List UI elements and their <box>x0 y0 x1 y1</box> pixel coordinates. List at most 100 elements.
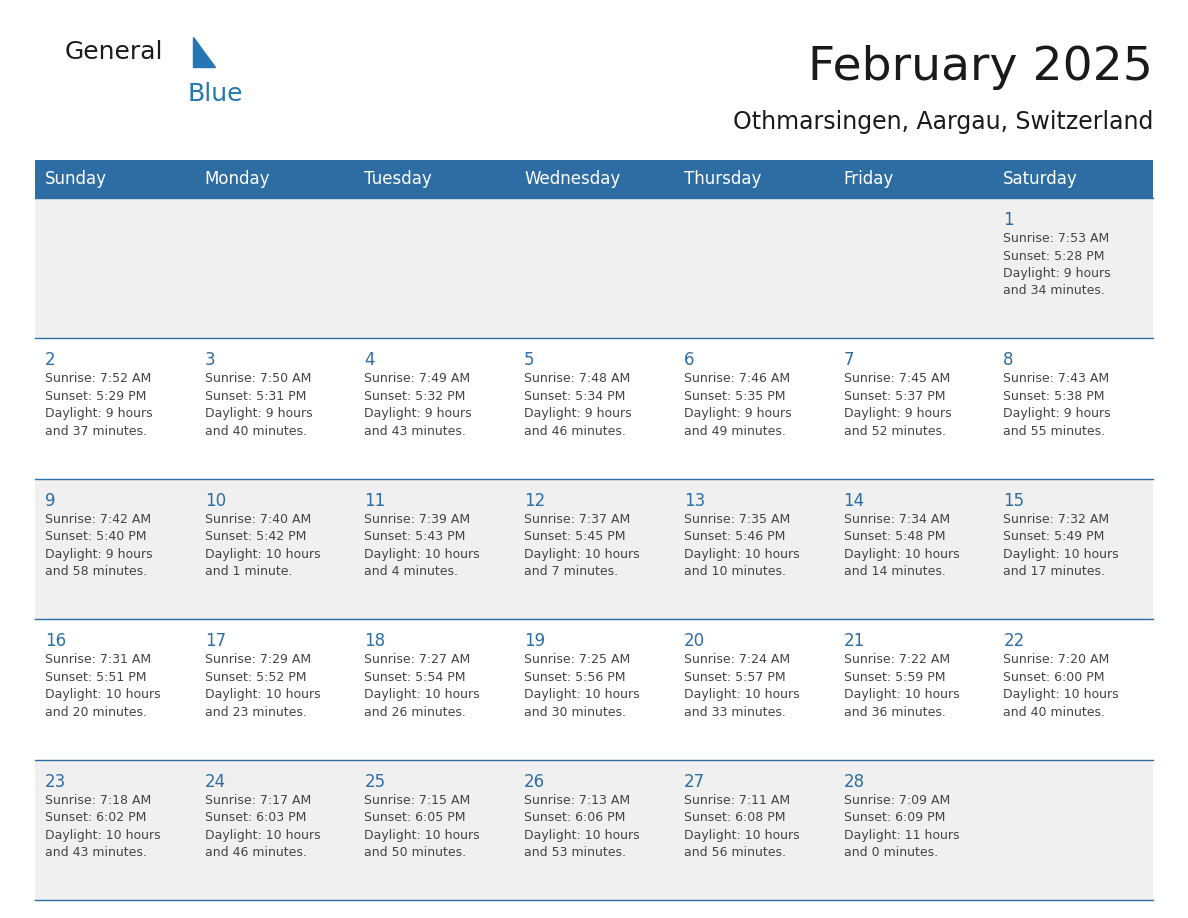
Text: 27: 27 <box>684 773 704 790</box>
Text: Sunrise: 7:40 AM
Sunset: 5:42 PM
Daylight: 10 hours
and 1 minute.: Sunrise: 7:40 AM Sunset: 5:42 PM Dayligh… <box>204 513 321 578</box>
Text: 10: 10 <box>204 492 226 509</box>
Text: 7: 7 <box>843 352 854 369</box>
Text: General: General <box>65 40 164 64</box>
Text: Sunrise: 7:22 AM
Sunset: 5:59 PM
Daylight: 10 hours
and 36 minutes.: Sunrise: 7:22 AM Sunset: 5:59 PM Dayligh… <box>843 654 959 719</box>
Bar <box>195 620 354 759</box>
Bar <box>993 479 1154 620</box>
Text: Sunday: Sunday <box>45 170 107 188</box>
Text: 3: 3 <box>204 352 215 369</box>
Bar <box>34 759 195 900</box>
Bar <box>674 198 834 339</box>
Text: 8: 8 <box>1004 352 1013 369</box>
Text: Sunrise: 7:27 AM
Sunset: 5:54 PM
Daylight: 10 hours
and 26 minutes.: Sunrise: 7:27 AM Sunset: 5:54 PM Dayligh… <box>365 654 480 719</box>
Bar <box>354 479 514 620</box>
Text: Othmarsingen, Aargau, Switzerland: Othmarsingen, Aargau, Switzerland <box>733 110 1154 134</box>
Bar <box>834 339 993 479</box>
Bar <box>34 339 195 479</box>
Text: Friday: Friday <box>843 170 893 188</box>
Bar <box>34 160 195 198</box>
Bar <box>354 759 514 900</box>
Text: Tuesday: Tuesday <box>365 170 432 188</box>
Text: 1: 1 <box>1004 211 1013 229</box>
Bar <box>834 620 993 759</box>
Bar <box>834 160 993 198</box>
Text: 12: 12 <box>524 492 545 509</box>
Text: 11: 11 <box>365 492 386 509</box>
Text: Sunrise: 7:25 AM
Sunset: 5:56 PM
Daylight: 10 hours
and 30 minutes.: Sunrise: 7:25 AM Sunset: 5:56 PM Dayligh… <box>524 654 640 719</box>
Text: 9: 9 <box>45 492 56 509</box>
Text: Sunrise: 7:17 AM
Sunset: 6:03 PM
Daylight: 10 hours
and 46 minutes.: Sunrise: 7:17 AM Sunset: 6:03 PM Dayligh… <box>204 793 321 859</box>
Text: 16: 16 <box>45 633 67 650</box>
Bar <box>993 339 1154 479</box>
Text: 26: 26 <box>524 773 545 790</box>
Bar <box>674 479 834 620</box>
Bar <box>354 620 514 759</box>
Text: Blue: Blue <box>188 82 244 106</box>
Bar <box>354 339 514 479</box>
Text: Sunrise: 7:49 AM
Sunset: 5:32 PM
Daylight: 9 hours
and 43 minutes.: Sunrise: 7:49 AM Sunset: 5:32 PM Dayligh… <box>365 373 472 438</box>
Text: Sunrise: 7:18 AM
Sunset: 6:02 PM
Daylight: 10 hours
and 43 minutes.: Sunrise: 7:18 AM Sunset: 6:02 PM Dayligh… <box>45 793 160 859</box>
Bar <box>195 759 354 900</box>
Text: Sunrise: 7:42 AM
Sunset: 5:40 PM
Daylight: 9 hours
and 58 minutes.: Sunrise: 7:42 AM Sunset: 5:40 PM Dayligh… <box>45 513 152 578</box>
Bar <box>993 198 1154 339</box>
Text: 2: 2 <box>45 352 56 369</box>
Bar <box>514 339 674 479</box>
Bar <box>514 160 674 198</box>
Text: Sunrise: 7:53 AM
Sunset: 5:28 PM
Daylight: 9 hours
and 34 minutes.: Sunrise: 7:53 AM Sunset: 5:28 PM Dayligh… <box>1004 232 1111 297</box>
Bar <box>674 160 834 198</box>
Bar <box>34 479 195 620</box>
Bar <box>195 479 354 620</box>
Text: Thursday: Thursday <box>684 170 762 188</box>
Bar <box>834 198 993 339</box>
Text: 18: 18 <box>365 633 386 650</box>
Text: Sunrise: 7:52 AM
Sunset: 5:29 PM
Daylight: 9 hours
and 37 minutes.: Sunrise: 7:52 AM Sunset: 5:29 PM Dayligh… <box>45 373 152 438</box>
Text: Sunrise: 7:20 AM
Sunset: 6:00 PM
Daylight: 10 hours
and 40 minutes.: Sunrise: 7:20 AM Sunset: 6:00 PM Dayligh… <box>1004 654 1119 719</box>
Text: Sunrise: 7:43 AM
Sunset: 5:38 PM
Daylight: 9 hours
and 55 minutes.: Sunrise: 7:43 AM Sunset: 5:38 PM Dayligh… <box>1004 373 1111 438</box>
Text: Sunrise: 7:29 AM
Sunset: 5:52 PM
Daylight: 10 hours
and 23 minutes.: Sunrise: 7:29 AM Sunset: 5:52 PM Dayligh… <box>204 654 321 719</box>
Text: Sunrise: 7:34 AM
Sunset: 5:48 PM
Daylight: 10 hours
and 14 minutes.: Sunrise: 7:34 AM Sunset: 5:48 PM Dayligh… <box>843 513 959 578</box>
Text: 23: 23 <box>45 773 67 790</box>
Text: 28: 28 <box>843 773 865 790</box>
Text: Sunrise: 7:37 AM
Sunset: 5:45 PM
Daylight: 10 hours
and 7 minutes.: Sunrise: 7:37 AM Sunset: 5:45 PM Dayligh… <box>524 513 640 578</box>
Text: Sunrise: 7:48 AM
Sunset: 5:34 PM
Daylight: 9 hours
and 46 minutes.: Sunrise: 7:48 AM Sunset: 5:34 PM Dayligh… <box>524 373 632 438</box>
Bar <box>674 620 834 759</box>
Bar <box>834 759 993 900</box>
Bar <box>195 160 354 198</box>
Bar <box>514 759 674 900</box>
Text: 4: 4 <box>365 352 375 369</box>
Bar <box>514 198 674 339</box>
Bar <box>354 160 514 198</box>
Bar <box>514 479 674 620</box>
Text: 22: 22 <box>1004 633 1024 650</box>
Bar <box>34 198 195 339</box>
Text: 19: 19 <box>524 633 545 650</box>
Bar <box>354 198 514 339</box>
Text: Sunrise: 7:39 AM
Sunset: 5:43 PM
Daylight: 10 hours
and 4 minutes.: Sunrise: 7:39 AM Sunset: 5:43 PM Dayligh… <box>365 513 480 578</box>
Text: 15: 15 <box>1004 492 1024 509</box>
Bar <box>514 620 674 759</box>
Text: 5: 5 <box>524 352 535 369</box>
Text: Sunrise: 7:45 AM
Sunset: 5:37 PM
Daylight: 9 hours
and 52 minutes.: Sunrise: 7:45 AM Sunset: 5:37 PM Dayligh… <box>843 373 952 438</box>
Text: 20: 20 <box>684 633 704 650</box>
Text: Wednesday: Wednesday <box>524 170 620 188</box>
Text: Sunrise: 7:32 AM
Sunset: 5:49 PM
Daylight: 10 hours
and 17 minutes.: Sunrise: 7:32 AM Sunset: 5:49 PM Dayligh… <box>1004 513 1119 578</box>
Text: Sunrise: 7:31 AM
Sunset: 5:51 PM
Daylight: 10 hours
and 20 minutes.: Sunrise: 7:31 AM Sunset: 5:51 PM Dayligh… <box>45 654 160 719</box>
Text: Sunrise: 7:24 AM
Sunset: 5:57 PM
Daylight: 10 hours
and 33 minutes.: Sunrise: 7:24 AM Sunset: 5:57 PM Dayligh… <box>684 654 800 719</box>
Text: Saturday: Saturday <box>1004 170 1078 188</box>
Bar <box>195 339 354 479</box>
Text: Sunrise: 7:11 AM
Sunset: 6:08 PM
Daylight: 10 hours
and 56 minutes.: Sunrise: 7:11 AM Sunset: 6:08 PM Dayligh… <box>684 793 800 859</box>
Text: 25: 25 <box>365 773 386 790</box>
Bar <box>34 620 195 759</box>
Bar <box>674 339 834 479</box>
Text: 17: 17 <box>204 633 226 650</box>
Text: 24: 24 <box>204 773 226 790</box>
Text: Sunrise: 7:46 AM
Sunset: 5:35 PM
Daylight: 9 hours
and 49 minutes.: Sunrise: 7:46 AM Sunset: 5:35 PM Dayligh… <box>684 373 791 438</box>
Text: 6: 6 <box>684 352 694 369</box>
Text: Sunrise: 7:13 AM
Sunset: 6:06 PM
Daylight: 10 hours
and 53 minutes.: Sunrise: 7:13 AM Sunset: 6:06 PM Dayligh… <box>524 793 640 859</box>
Text: Sunrise: 7:35 AM
Sunset: 5:46 PM
Daylight: 10 hours
and 10 minutes.: Sunrise: 7:35 AM Sunset: 5:46 PM Dayligh… <box>684 513 800 578</box>
Bar <box>674 759 834 900</box>
Polygon shape <box>192 37 215 67</box>
Text: February 2025: February 2025 <box>808 46 1154 91</box>
Bar <box>993 759 1154 900</box>
Text: 14: 14 <box>843 492 865 509</box>
